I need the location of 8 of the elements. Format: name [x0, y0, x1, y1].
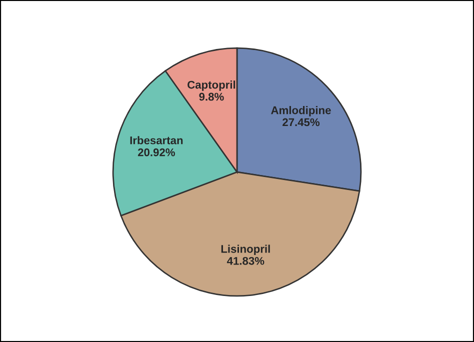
slice-label: Amlodipine	[271, 106, 331, 116]
data-label: 20.92%	[138, 148, 175, 156]
slice-label: Irbesartan	[130, 136, 183, 144]
slice-label: Captopril	[188, 80, 236, 91]
data-label: 41.83%	[226, 256, 264, 265]
data-label: 9.8%	[199, 92, 224, 101]
slice-label: Lisinopril	[221, 244, 270, 256]
data-label: 27.45%	[282, 118, 320, 126]
